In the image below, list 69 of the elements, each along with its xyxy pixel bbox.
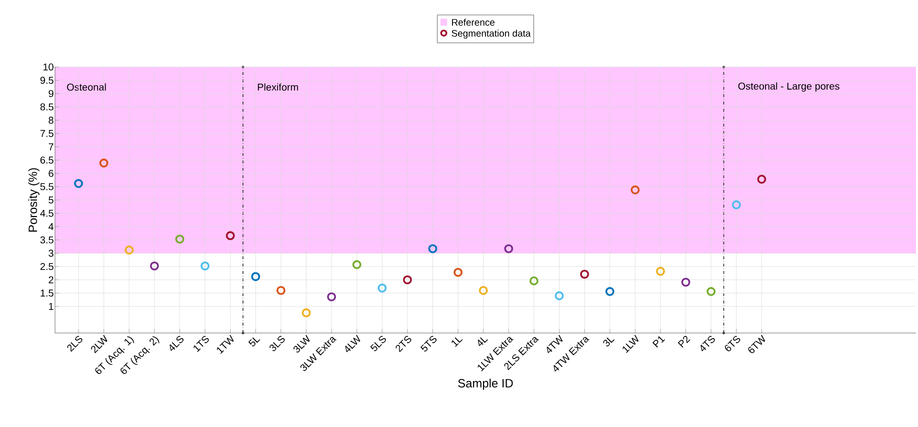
legend-label: Segmentation data [452, 30, 531, 39]
point [681, 278, 690, 287]
point [478, 286, 488, 295]
x-tick-label: 4LS [170, 336, 184, 351]
point [504, 244, 514, 254]
y-tick-label: 7.5 [40, 130, 54, 137]
x-tick-label: 1TS [194, 336, 209, 352]
y-tick-label: 1 [49, 302, 54, 310]
point [226, 231, 235, 240]
y-tick-label: 4 [48, 223, 54, 230]
point [529, 276, 538, 286]
y-axis-title: Porosity (%) [28, 168, 40, 232]
annotation: Plexiform [258, 83, 298, 91]
y-tick-label: 9.5 [40, 76, 54, 84]
y-tick-label: 7 [48, 143, 54, 150]
legend-label: Reference [452, 18, 495, 26]
point [402, 275, 412, 284]
point [605, 287, 614, 296]
point [656, 266, 665, 276]
y-tick-label: 4.5 [40, 210, 54, 217]
y-tick-label: 2 [48, 276, 54, 284]
point [352, 260, 362, 270]
point [554, 291, 564, 300]
point [580, 270, 590, 279]
point [454, 268, 463, 277]
x-tick-label: P2 [678, 336, 690, 348]
point [99, 158, 108, 168]
y-tick-label: 5 [48, 196, 54, 204]
x-tick-label: 5LS [370, 336, 386, 352]
point [276, 286, 286, 295]
point [302, 308, 311, 318]
x-tick-label: 4TS [700, 336, 715, 352]
x-tick-label: 5TS [420, 336, 437, 352]
x-axis-title: Sample ID [458, 378, 513, 390]
x-tick-label: 4L [478, 337, 488, 346]
y-tick-label: 1.5 [40, 290, 54, 297]
y-tick-label: 8 [48, 116, 54, 124]
point [175, 234, 184, 244]
y-tick-label: 8.5 [40, 103, 54, 110]
x-tick-label: 6TS [724, 336, 740, 352]
point [150, 261, 159, 270]
point [124, 246, 134, 254]
point [428, 244, 438, 254]
point [327, 292, 336, 302]
annotation: Osteonal [67, 83, 106, 91]
y-tick-label: 2.5 [40, 262, 54, 270]
y-tick-label: 6 [48, 170, 54, 177]
y-tick-label: 6.5 [40, 156, 54, 164]
point [706, 287, 716, 296]
y-tick-label: 9 [48, 90, 54, 98]
x-tick-label: 2TS [396, 336, 412, 352]
y-tick-label: 5.5 [40, 183, 54, 190]
point [630, 185, 640, 194]
annotation: Osteonal - Large pores [738, 82, 840, 92]
point [732, 200, 741, 210]
point [251, 272, 260, 282]
point [200, 261, 210, 270]
point [74, 179, 84, 188]
point [757, 174, 766, 184]
x-tick-label: 3LS [270, 336, 285, 352]
y-tick-label: 3 [48, 250, 54, 257]
x-tick-label: 5L [248, 337, 260, 346]
x-tick-label: 2LS [67, 336, 82, 352]
x-tick-label: 3L [603, 337, 615, 346]
y-tick-label: 10 [43, 63, 54, 71]
x-tick-label: P1 [652, 336, 665, 348]
y-tick-label: 3.5 [40, 236, 54, 244]
x-tick-label: 1L [452, 337, 463, 347]
point [378, 284, 387, 293]
